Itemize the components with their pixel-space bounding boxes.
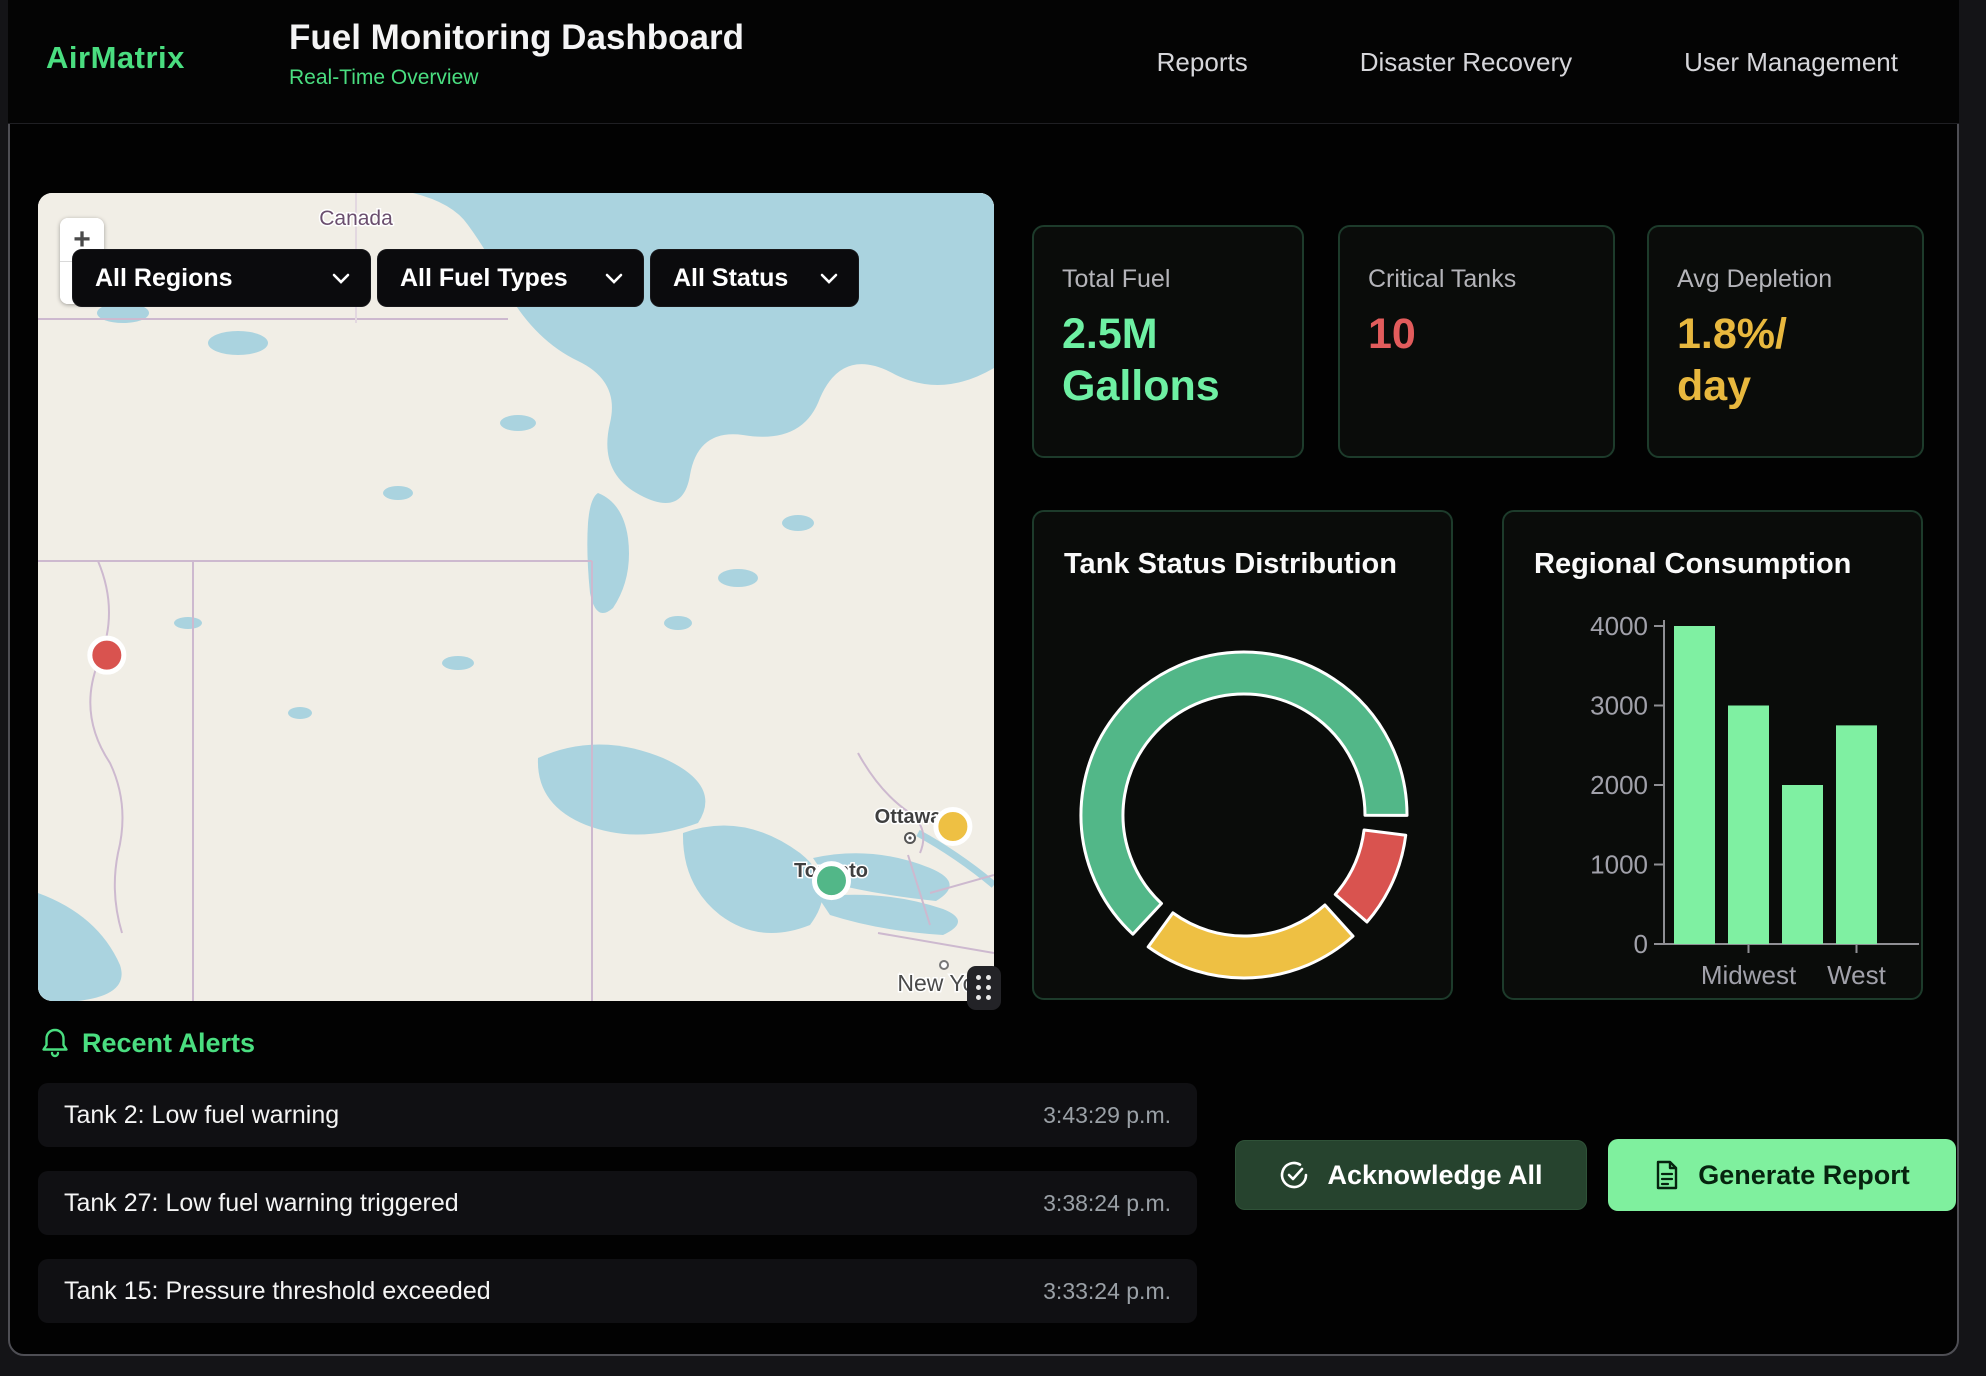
- status-filter-value: All Status: [673, 264, 788, 293]
- main-nav: Reports Disaster Recovery User Managemen…: [1157, 0, 1898, 124]
- alert-message: Tank 2: Low fuel warning: [64, 1101, 339, 1130]
- y-tick-label: 4000: [1590, 611, 1648, 641]
- stat-label: Avg Depletion: [1677, 265, 1894, 294]
- check-circle-icon: [1279, 1160, 1309, 1190]
- x-tick-label: Midwest: [1701, 960, 1797, 990]
- new-york-town-dot: [940, 961, 948, 969]
- map-marker-critical[interactable]: [90, 638, 124, 672]
- alert-message: Tank 27: Low fuel warning triggered: [64, 1189, 459, 1218]
- stat-value: 1.8%/ day: [1677, 308, 1894, 413]
- donut-chart-title: Tank Status Distribution: [1064, 548, 1397, 581]
- stat-value: 2.5M Gallons: [1062, 308, 1274, 413]
- y-tick-label: 2000: [1590, 770, 1648, 800]
- stat-card-critical-tanks: Critical Tanks 10: [1338, 225, 1615, 458]
- donut-segment-critical: [1335, 830, 1405, 922]
- alert-row[interactable]: Tank 27: Low fuel warning triggered 3:38…: [38, 1171, 1197, 1235]
- region-filter[interactable]: All Regions: [72, 249, 371, 307]
- donut-chart-card: Tank Status Distribution: [1032, 510, 1453, 1000]
- stat-card-avg-depletion: Avg Depletion 1.8%/ day: [1647, 225, 1924, 458]
- page-subtitle: Real-Time Overview: [289, 66, 744, 90]
- stat-label: Total Fuel: [1062, 265, 1274, 294]
- generate-report-button[interactable]: Generate Report: [1608, 1139, 1956, 1211]
- region-filter-value: All Regions: [95, 264, 233, 293]
- map-svg: Canada Ottawa Toronto New York: [38, 193, 994, 1001]
- bar-chart-title: Regional Consumption: [1534, 548, 1851, 581]
- top-navbar: AirMatrix Fuel Monitoring Dashboard Real…: [8, 0, 1959, 124]
- map-filter-bar: All Regions All Fuel Types All Status: [72, 249, 859, 307]
- donut-chart: [1034, 512, 1455, 1002]
- alert-time: 3:43:29 p.m.: [1043, 1102, 1171, 1129]
- page-title: Fuel Monitoring Dashboard: [289, 18, 744, 58]
- y-tick-label: 1000: [1590, 850, 1648, 880]
- map-marker-normal[interactable]: [814, 864, 848, 898]
- map-panel: Canada Ottawa Toronto New York + − All R…: [38, 193, 994, 1001]
- map-marker-warning[interactable]: [936, 809, 970, 843]
- generate-report-label: Generate Report: [1698, 1160, 1910, 1191]
- alert-time: 3:38:24 p.m.: [1043, 1190, 1171, 1217]
- map-label-canada: Canada: [319, 207, 393, 230]
- alert-message: Tank 15: Pressure threshold exceeded: [64, 1277, 491, 1306]
- bell-icon: [40, 1026, 70, 1058]
- ottawa-town-dot-center: [908, 836, 911, 839]
- alert-time: 3:33:24 p.m.: [1043, 1278, 1171, 1305]
- nav-item-disaster-recovery[interactable]: Disaster Recovery: [1360, 47, 1572, 78]
- x-tick-label: West: [1827, 960, 1887, 990]
- status-filter[interactable]: All Status: [650, 249, 859, 307]
- stat-value: 10: [1368, 308, 1585, 360]
- title-block: Fuel Monitoring Dashboard Real-Time Over…: [289, 18, 744, 90]
- bar-region-2: [1728, 706, 1769, 945]
- nav-item-user-management[interactable]: User Management: [1684, 47, 1898, 78]
- bar-chart-card: Regional Consumption 0 1000 2000 3000 4000 Mi…: [1502, 510, 1923, 1000]
- stat-card-total-fuel: Total Fuel 2.5M Gallons: [1032, 225, 1304, 458]
- alerts-heading: Recent Alerts: [82, 1028, 255, 1059]
- donut-segment-warning: [1148, 905, 1353, 978]
- fuel-type-filter-value: All Fuel Types: [400, 264, 568, 293]
- map-label-ottawa: Ottawa: [875, 806, 943, 828]
- chevron-down-icon: [820, 273, 838, 284]
- stat-label: Critical Tanks: [1368, 265, 1585, 294]
- bar-region-1: [1674, 626, 1715, 944]
- bar-region-4: [1836, 725, 1877, 944]
- bar-chart: 0 1000 2000 3000 4000 Midwest West: [1504, 512, 1925, 1002]
- document-icon: [1654, 1160, 1680, 1190]
- brand-logo: AirMatrix: [46, 40, 185, 76]
- nav-item-reports[interactable]: Reports: [1157, 47, 1248, 78]
- map-viewport[interactable]: Canada Ottawa Toronto New York: [38, 193, 994, 1001]
- alert-row[interactable]: Tank 2: Low fuel warning 3:43:29 p.m.: [38, 1083, 1197, 1147]
- y-tick-label: 0: [1634, 929, 1648, 959]
- alert-row[interactable]: Tank 15: Pressure threshold exceeded 3:3…: [38, 1259, 1197, 1323]
- acknowledge-all-button[interactable]: Acknowledge All: [1235, 1140, 1587, 1210]
- fuel-type-filter[interactable]: All Fuel Types: [377, 249, 644, 307]
- chevron-down-icon: [605, 273, 623, 284]
- map-resize-handle[interactable]: [967, 966, 1001, 1010]
- bar-region-3: [1782, 785, 1823, 944]
- chevron-down-icon: [332, 273, 350, 284]
- acknowledge-all-label: Acknowledge All: [1327, 1160, 1542, 1191]
- y-tick-label: 3000: [1590, 691, 1648, 721]
